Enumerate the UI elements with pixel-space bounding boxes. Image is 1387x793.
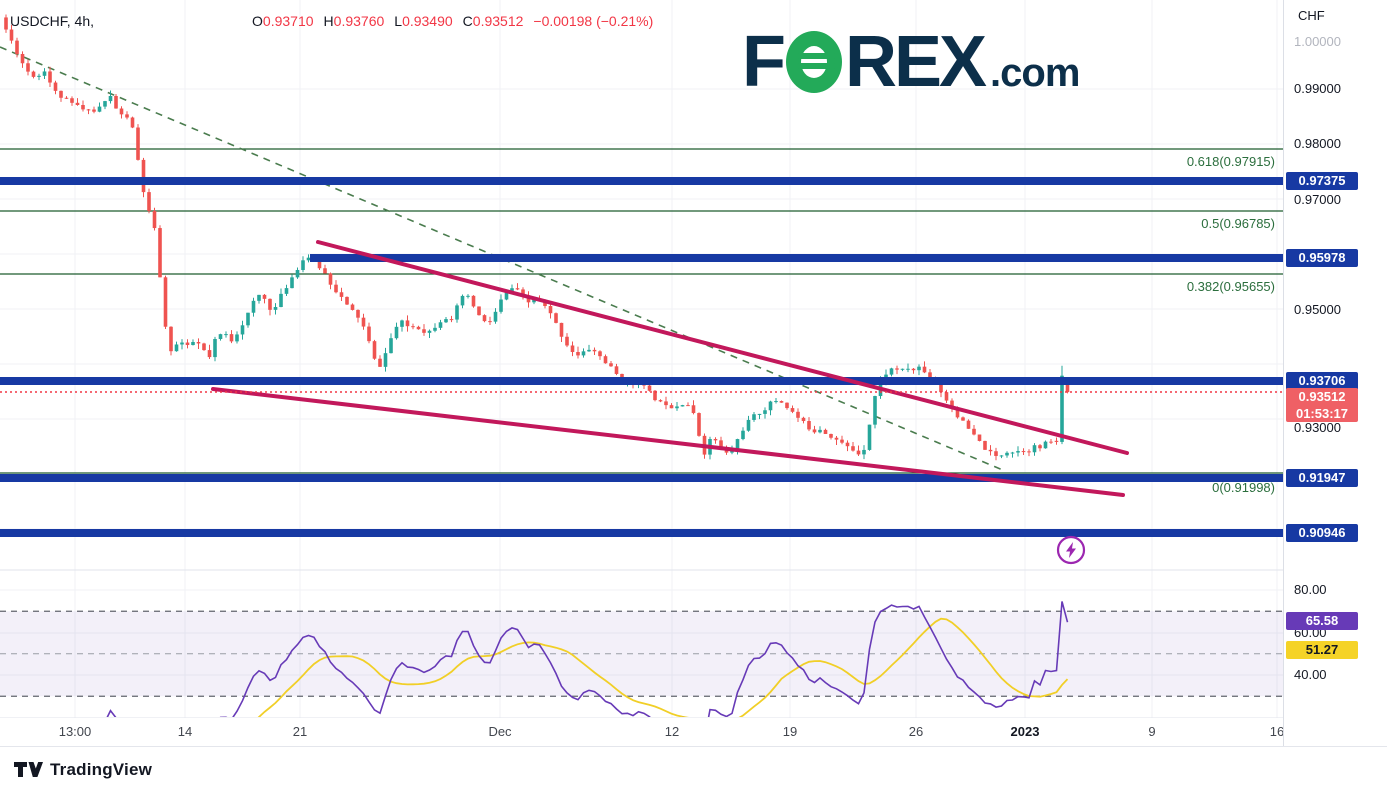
level-price-badge: 0.95978	[1286, 249, 1358, 267]
forex-logo-f: F	[742, 22, 786, 102]
gridlines	[0, 0, 1283, 718]
time-axis-label: 14	[177, 724, 193, 739]
fib-retracement-lines[interactable]	[0, 148, 1283, 474]
ohlc-value: 0.93760	[333, 13, 385, 29]
wedge-lower-trendline[interactable]	[211, 387, 1125, 497]
current-price-value: 0.93512	[1298, 389, 1346, 404]
fib-level-label: 0.618(0.97915)	[1186, 154, 1275, 169]
ohlc-values: O0.93710 H0.93760 L0.93490 C0.93512	[242, 13, 523, 29]
main-chart[interactable]	[0, 0, 1387, 746]
level-price-badge: 0.93706	[1286, 372, 1358, 390]
price-axis-label: 1.00000	[1294, 34, 1341, 49]
ohlc-key: O	[252, 13, 263, 29]
rsi-value-badge: 51.27	[1286, 641, 1358, 659]
ohlc-value: 0.93710	[262, 13, 314, 29]
level-price-badge: 0.97375	[1286, 172, 1358, 190]
ohlc-value: 0.93512	[472, 13, 524, 29]
forex-logo-rex: REX	[844, 22, 987, 102]
price-axis-label: 0.95000	[1294, 302, 1341, 317]
price-axis-label: 0.99000	[1294, 81, 1341, 96]
rsi-axis-label: 80.00	[1294, 582, 1327, 597]
time-axis-label: 21	[292, 724, 308, 739]
candle-countdown: 01:53:17	[1295, 406, 1349, 421]
current-price-badge: 0.93512 01:53:17	[1286, 388, 1358, 422]
price-axis-label: 0.97000	[1294, 192, 1341, 207]
time-axis-label: 2023	[1010, 724, 1040, 739]
rsi-zone	[0, 610, 1283, 697]
fib-level-label: 0.382(0.95655)	[1186, 279, 1275, 294]
forex-logo-com: .com	[990, 50, 1080, 95]
forex-logo-o-icon	[785, 31, 842, 93]
fib-level-label: 0.5(0.96785)	[1201, 216, 1275, 231]
ohlc-key: H	[323, 13, 334, 29]
change-value: −0.00198 (−0.21%)	[533, 13, 654, 29]
forex-com-logo: F REX .com	[742, 26, 1162, 98]
support-resistance-levels[interactable]	[0, 177, 1283, 537]
time-axis[interactable]: 13:00 14 21 Dec 12 19 26 2023 9 16	[0, 718, 1285, 746]
time-axis-label: 12	[664, 724, 680, 739]
axis-currency-label: CHF	[1298, 8, 1325, 23]
wedge-upper-trendline[interactable]	[316, 240, 1129, 455]
price-axis[interactable]: CHF 1.00000 0.99000 0.98000 0.97000 0.95000 0…	[1283, 0, 1387, 746]
tradingview-logo[interactable]: TradingView	[14, 760, 152, 780]
level-price-badge: 0.90946	[1286, 524, 1358, 542]
rsi-line	[106, 601, 1069, 717]
ohlc-key: L	[394, 13, 403, 29]
time-axis-label: Dec	[488, 724, 512, 739]
candles-group	[4, 14, 1070, 461]
pane-bottom-divider	[0, 746, 1387, 747]
ohlc-key: C	[462, 13, 473, 29]
time-axis-label: 9	[1148, 724, 1156, 739]
time-axis-label: 13:00	[58, 724, 92, 739]
rsi-ma-line	[257, 617, 1069, 717]
price-axis-label: 0.93000	[1294, 420, 1341, 435]
price-axis-label: 0.98000	[1294, 136, 1341, 151]
symbol-legend: USDCHF, 4h, O0.93710 H0.93760 L0.93490 C0.93…	[10, 13, 653, 33]
rsi-value-badge: 65.58	[1286, 612, 1358, 630]
time-axis-label: 26	[908, 724, 924, 739]
ohlc-value: 0.93490	[402, 13, 453, 29]
time-axis-label: 16	[1269, 724, 1285, 739]
lightning-icon[interactable]	[1056, 535, 1086, 565]
rsi-axis-label: 40.00	[1294, 667, 1327, 682]
fib-level-label: 0(0.91998)	[1212, 480, 1275, 495]
time-axis-label: 19	[782, 724, 798, 739]
tradingview-glyph-icon	[14, 762, 43, 777]
tradingview-text: TradingView	[50, 760, 153, 779]
symbol-title[interactable]: USDCHF, 4h,	[10, 13, 95, 29]
level-price-badge: 0.91947	[1286, 469, 1358, 487]
